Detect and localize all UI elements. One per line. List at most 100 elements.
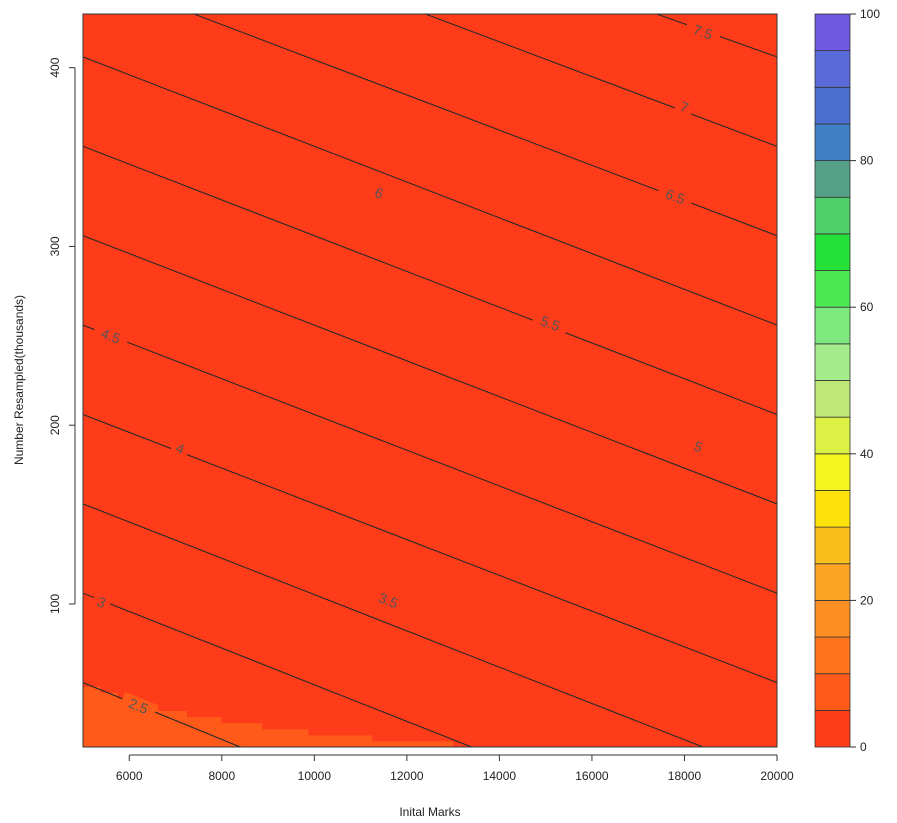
fill-cell bbox=[285, 472, 292, 479]
fill-cell bbox=[83, 740, 90, 747]
fill-cell bbox=[94, 233, 101, 241]
fill-cell bbox=[129, 203, 136, 211]
fill-cell bbox=[163, 588, 171, 595]
fill-cell bbox=[152, 637, 159, 644]
fill-cell bbox=[111, 87, 119, 95]
fill-cell bbox=[135, 472, 142, 479]
fill-cell bbox=[117, 423, 125, 430]
fill-cell bbox=[140, 233, 148, 241]
fill-cell bbox=[181, 423, 188, 430]
fill-cell bbox=[204, 148, 211, 156]
fill-cell bbox=[146, 466, 153, 473]
fill-cell bbox=[210, 313, 217, 321]
fill-cell bbox=[181, 600, 188, 608]
fill-cell bbox=[135, 252, 142, 259]
fill-cell bbox=[233, 545, 240, 553]
fill-cell bbox=[296, 130, 304, 137]
fill-cell bbox=[262, 319, 269, 327]
fill-cell bbox=[123, 490, 130, 498]
fill-cell bbox=[239, 276, 246, 284]
fill-cell bbox=[198, 539, 206, 547]
fill-cell bbox=[291, 56, 298, 64]
fill-cell bbox=[152, 117, 159, 125]
fill-cell bbox=[250, 81, 258, 88]
fill-cell bbox=[169, 276, 177, 284]
fill-cell bbox=[100, 710, 107, 718]
fill-cell bbox=[291, 288, 298, 296]
fill-cell bbox=[302, 600, 310, 608]
fill-cell bbox=[296, 166, 304, 174]
fill-cell bbox=[169, 185, 177, 192]
fill-cell bbox=[221, 105, 229, 113]
fill-cell bbox=[291, 258, 298, 266]
fill-cell bbox=[135, 337, 142, 345]
fill-cell bbox=[83, 496, 90, 504]
fill-cell bbox=[216, 484, 223, 492]
fill-cell bbox=[100, 679, 107, 687]
fill-cell bbox=[233, 178, 240, 186]
fill-cell bbox=[250, 459, 258, 467]
fill-cell bbox=[169, 624, 177, 632]
fill-cell bbox=[175, 313, 182, 321]
fill-cell bbox=[187, 698, 194, 705]
fill-cell bbox=[158, 398, 165, 406]
fill-cell bbox=[250, 661, 258, 669]
fill-cell bbox=[244, 514, 252, 522]
fill-cell bbox=[117, 20, 125, 27]
fill-cell bbox=[117, 75, 125, 82]
fill-cell bbox=[314, 453, 321, 461]
fill-cell bbox=[94, 441, 101, 449]
fill-cell bbox=[285, 417, 292, 424]
fill-cell bbox=[314, 215, 321, 223]
fill-cell bbox=[308, 294, 315, 302]
fill-cell bbox=[320, 722, 327, 730]
fill-cell bbox=[94, 728, 101, 736]
fill-cell bbox=[111, 105, 119, 113]
fill-cell bbox=[273, 319, 281, 327]
fill-cell bbox=[291, 496, 298, 504]
fill-cell bbox=[88, 368, 96, 375]
fill-cell bbox=[221, 673, 229, 681]
fill-cell bbox=[250, 453, 258, 461]
fill-cell bbox=[100, 209, 107, 217]
fill-cell bbox=[279, 301, 287, 308]
fill-cell bbox=[216, 56, 223, 64]
fill-cell bbox=[285, 68, 292, 76]
fill-cell bbox=[285, 637, 292, 644]
fill-cell bbox=[244, 685, 252, 693]
fill-cell bbox=[296, 734, 304, 742]
fill-cell bbox=[268, 594, 275, 601]
fill-cell bbox=[94, 545, 101, 553]
fill-cell bbox=[296, 679, 304, 687]
fill-cell bbox=[158, 343, 165, 351]
fill-cell bbox=[320, 276, 327, 284]
fill-cell bbox=[227, 624, 234, 632]
fill-cell bbox=[146, 221, 153, 229]
fill-cell bbox=[192, 673, 200, 681]
fill-cell bbox=[256, 551, 263, 559]
fill-cell bbox=[221, 435, 229, 443]
fill-cell bbox=[216, 692, 223, 699]
fill-cell bbox=[268, 191, 275, 198]
fill-cell bbox=[140, 178, 148, 186]
fill-cell bbox=[117, 374, 125, 382]
fill-cell bbox=[88, 313, 96, 321]
fill-cell bbox=[158, 148, 165, 156]
fill-cell bbox=[175, 734, 182, 742]
fill-cell bbox=[187, 362, 194, 369]
fill-cell bbox=[320, 618, 327, 626]
fill-cell bbox=[146, 716, 153, 724]
fill-cell bbox=[308, 178, 315, 186]
fill-cell bbox=[227, 435, 234, 443]
fill-cell bbox=[94, 520, 101, 528]
fill-cell bbox=[111, 240, 119, 247]
fill-cell bbox=[94, 459, 101, 467]
fill-cell bbox=[314, 99, 321, 107]
fill-cell bbox=[221, 56, 229, 64]
fill-cell bbox=[239, 404, 246, 412]
fill-cell bbox=[204, 87, 211, 95]
fill-cell bbox=[106, 472, 113, 479]
fill-cell bbox=[175, 50, 182, 58]
fill-cell bbox=[204, 197, 211, 204]
fill-cell bbox=[94, 661, 101, 669]
